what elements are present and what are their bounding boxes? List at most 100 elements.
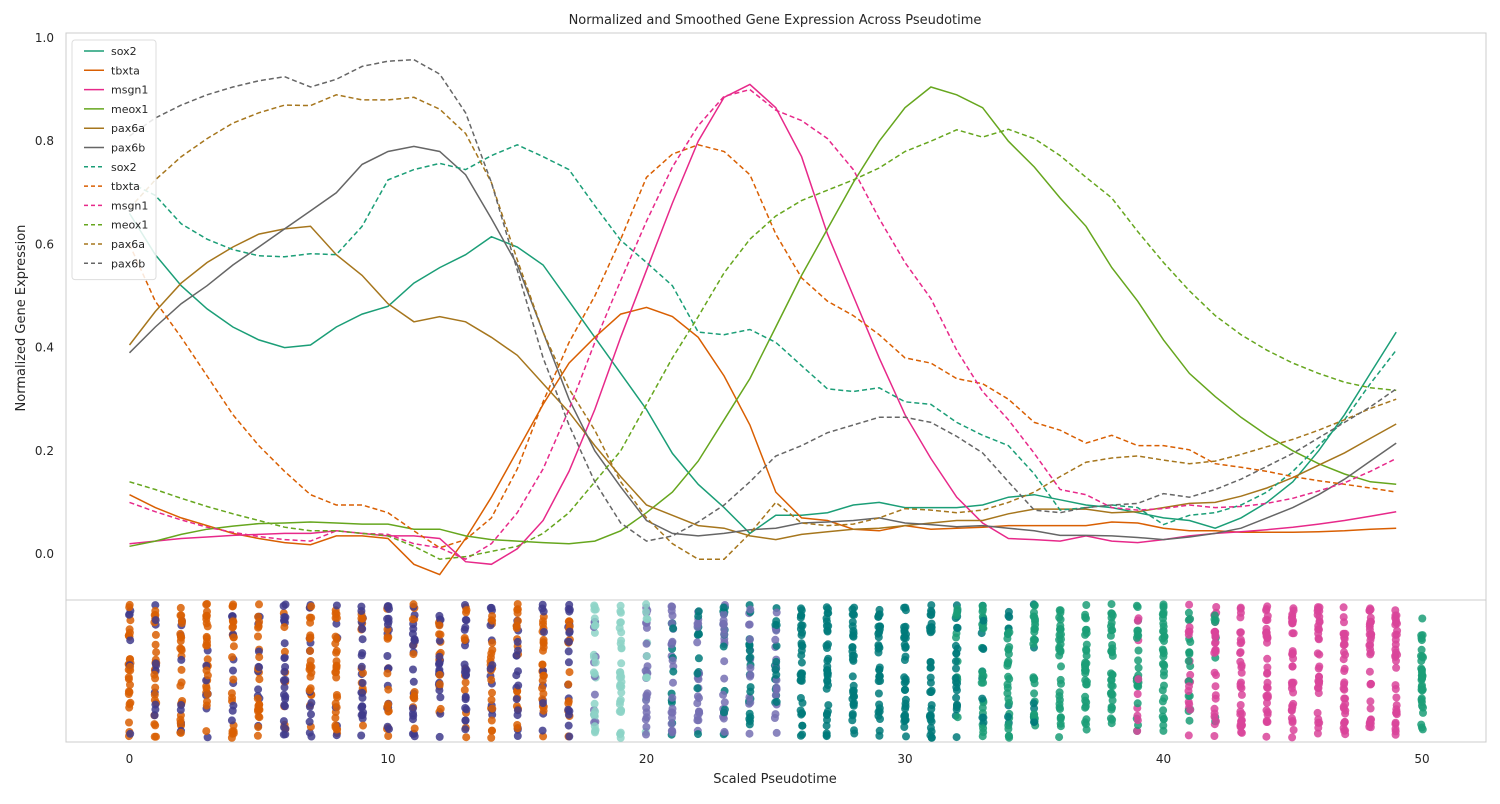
cell-point: [1055, 688, 1064, 697]
cell-point: [641, 666, 650, 675]
cell-point: [1313, 708, 1322, 717]
cell-point: [565, 627, 574, 636]
cell-point: [487, 675, 496, 684]
cell-point: [668, 708, 677, 717]
cell-point: [1185, 682, 1193, 691]
cell-point: [1366, 697, 1375, 706]
cell-point: [461, 678, 470, 687]
cell-point: [1055, 700, 1064, 708]
cell-point: [564, 721, 573, 730]
cell-point: [1262, 716, 1271, 725]
cell-point: [408, 704, 417, 713]
cell-point: [1031, 615, 1039, 624]
cell-point: [1340, 618, 1348, 627]
cell-point: [875, 726, 884, 735]
cell-point: [1133, 716, 1142, 725]
cell-point: [1210, 611, 1219, 620]
legend: sox2 tbxta msgn1 meox1 pax6a pax6b sox2 tbxta ms…: [71, 39, 157, 281]
cell-point: [1263, 654, 1272, 663]
cell-point: [228, 623, 237, 632]
cell-point: [720, 727, 729, 736]
cell-point: [745, 641, 754, 650]
cell-point: [1366, 636, 1375, 645]
cell-point: [280, 654, 289, 663]
cell-point: [1340, 640, 1349, 649]
cell-point: [824, 701, 833, 710]
cell-strip: [124, 600, 1427, 742]
cell-point: [668, 726, 677, 735]
cell-point: [487, 603, 496, 612]
cell-point: [590, 614, 599, 623]
cell-point: [565, 600, 574, 609]
cell-point: [1056, 640, 1065, 649]
cell-point: [953, 701, 961, 710]
cell-point: [1003, 689, 1012, 698]
cell-point: [254, 707, 262, 716]
cell-point: [1339, 684, 1348, 693]
cell-point: [513, 732, 522, 740]
cell-point: [874, 642, 883, 651]
cell-point: [978, 601, 987, 610]
cell-point: [488, 661, 497, 670]
cell-point: [254, 632, 262, 641]
cell-point: [668, 602, 677, 611]
cell-point: [435, 680, 444, 689]
cell-point: [1314, 603, 1322, 612]
series-line-pax6b-solid: [128, 145, 1397, 541]
cell-point: [953, 624, 962, 632]
cell-point: [1186, 705, 1195, 714]
cell-point: [796, 694, 805, 702]
cell-point: [539, 671, 548, 680]
cell-point: [1004, 645, 1013, 654]
cell-point: [358, 688, 367, 697]
cell-point: [151, 606, 160, 615]
cell-point: [126, 729, 135, 738]
cell-point: [1237, 728, 1246, 737]
cell-point: [358, 679, 367, 687]
cell-point: [1184, 630, 1193, 639]
cell-point: [1185, 600, 1194, 609]
cell-point: [126, 698, 135, 707]
cell-point: [1030, 674, 1039, 683]
cell-point: [255, 617, 264, 626]
cell-point: [1237, 690, 1246, 699]
cell-point: [1210, 732, 1219, 740]
cell-point: [279, 602, 288, 610]
cell-point: [1236, 722, 1245, 731]
cell-point: [177, 665, 186, 674]
cell-point: [460, 636, 469, 645]
cell-point: [927, 733, 936, 742]
cell-point: [1133, 699, 1142, 708]
cell-point: [978, 732, 987, 741]
cell-point: [332, 731, 341, 740]
cell-point: [720, 708, 728, 717]
cell-point: [669, 624, 678, 633]
cell-point: [901, 702, 910, 711]
cell-point: [1184, 731, 1193, 740]
cell-point: [1107, 600, 1116, 609]
cell-point: [952, 733, 961, 742]
line-series-group: [128, 58, 1397, 576]
cell-point: [1392, 708, 1401, 717]
cell-point: [1082, 680, 1091, 689]
cell-point: [695, 694, 703, 703]
cell-point: [1081, 663, 1090, 672]
cell-point: [771, 665, 780, 674]
cell-point: [642, 614, 651, 623]
cell-point: [951, 657, 960, 666]
x-tick-label: 40: [1156, 752, 1171, 766]
x-tick-label: 20: [639, 752, 654, 766]
cell-point: [900, 656, 909, 664]
cell-point: [332, 662, 341, 671]
cell-point: [926, 663, 935, 672]
cell-point: [1236, 648, 1245, 657]
cell-point: [694, 607, 703, 616]
cell-point: [927, 686, 936, 695]
cell-point: [720, 625, 729, 634]
x-tick-label: 10: [380, 752, 395, 766]
cell-point: [513, 605, 522, 614]
cell-point: [590, 699, 599, 708]
cell-point: [849, 701, 858, 710]
cell-point: [126, 662, 135, 671]
